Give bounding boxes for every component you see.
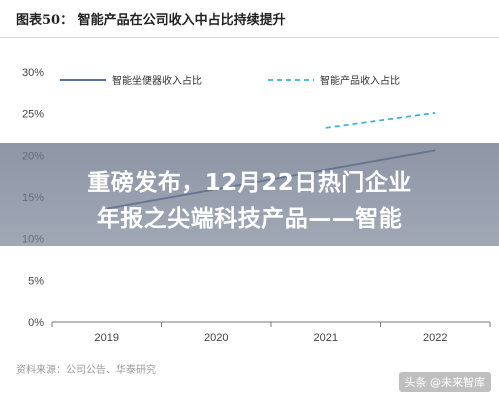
figure-title: 图表50： 智能产品在公司收入中占比持续提升 — [16, 13, 286, 28]
headline-banner[interactable]: 重磅发布，12月22日热门企业 年报之尖端科技产品——智能 — [0, 143, 499, 246]
x-axis: 2019 2020 2021 2022 — [51, 321, 491, 344]
series-line-2 — [325, 111, 436, 129]
headline-line-2: 年报之尖端科技产品——智能 — [96, 206, 403, 232]
y-tick-label: 30% — [22, 67, 44, 79]
source-note: 资料来源：公司公告、华泰研究 — [16, 365, 156, 376]
y-tick-label: 5% — [28, 275, 44, 287]
watermark-label: 头条 @未来智库 — [398, 372, 491, 392]
x-tick-label: 2020 — [204, 332, 228, 344]
legend-label-1: 智能坐便器收入占比 — [112, 74, 202, 87]
x-tick-label: 2022 — [423, 332, 447, 344]
headline-line-1: 重磅发布，12月22日热门企业 — [87, 170, 412, 196]
y-tick-label: 25% — [22, 109, 44, 121]
x-tick-label: 2021 — [314, 332, 338, 344]
chart-legend: 智能坐便器收入占比 智能产品收入占比 — [60, 74, 400, 87]
figure-header: 图表50： 智能产品在公司收入中占比持续提升 — [0, 0, 499, 38]
legend-label-2: 智能产品收入占比 — [320, 74, 400, 87]
y-tick-label: 0% — [28, 317, 44, 329]
x-tick-label: 2019 — [95, 332, 119, 344]
